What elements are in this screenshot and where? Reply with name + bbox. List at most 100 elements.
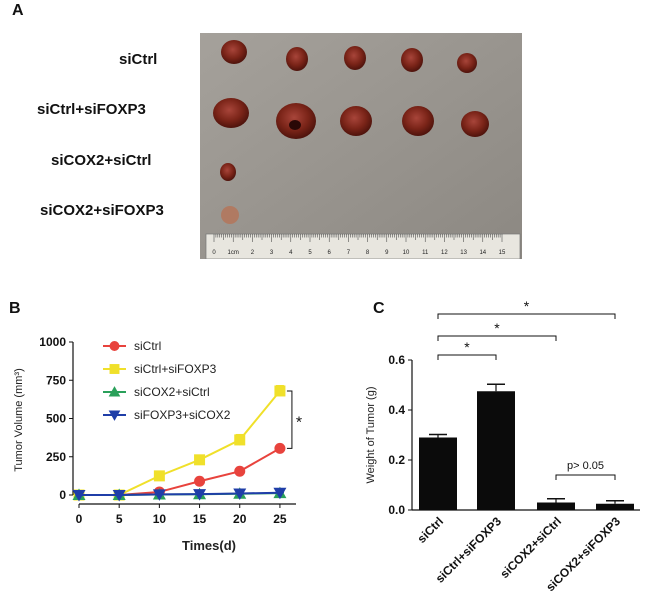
bar-3 [596, 503, 634, 510]
significance-bracket [437, 313, 616, 319]
data-point [194, 454, 206, 466]
group-label-sictrl-sifoxp3: siCtrl+siFOXP3 [37, 101, 146, 118]
y-tick-label: 0 [59, 488, 66, 502]
ruler-label: 10 [403, 250, 410, 256]
tumor-sictrl-1 [221, 40, 247, 64]
data-point [112, 490, 126, 502]
series-sifoxp3-sicox2 [72, 487, 287, 502]
data-point [109, 364, 120, 374]
tumor-sicox2-sictrl-1 [220, 163, 236, 181]
tumor-sictrl-sifoxp3-3 [340, 106, 372, 136]
series-sictrl-sifoxp3 [73, 385, 286, 501]
data-point [108, 386, 121, 397]
data-point [108, 410, 121, 421]
bar-0 [419, 437, 457, 510]
ruler-label: 11 [422, 250, 429, 256]
panel-c-letter: C [373, 300, 385, 317]
bar-1 [477, 391, 515, 510]
ruler: 0 1cm 2 3 4 5 6 7 8 9 10 11 12 13 14 15 [205, 233, 521, 259]
data-point [109, 341, 120, 351]
tumor-sictrl-5 [457, 53, 477, 73]
y-tick-label: 0.4 [388, 403, 405, 417]
y-tick-label: 1000 [39, 335, 66, 349]
group-label-sictrl: siCtrl [119, 51, 158, 68]
ruler-label: 2 [251, 250, 255, 256]
y-tick-label: 0.2 [388, 453, 405, 467]
x-tick-label: 10 [153, 512, 167, 526]
tumor-dark-spot [289, 120, 301, 130]
significance-bracket [437, 354, 497, 360]
data-point [234, 434, 246, 446]
data-point [193, 489, 207, 501]
significance-star: * [524, 298, 530, 314]
tumor-sictrl-4 [401, 48, 423, 72]
ruler-label: 15 [499, 250, 506, 256]
ruler-label: 8 [366, 250, 370, 256]
tumor-weight-chart: 0.00.20.40.6 ***p> 0.05 siCtrlsiCtrl+siF… [365, 298, 640, 592]
y-axis-label: Weight of Tumor (g) [365, 387, 377, 484]
group-label-sicox2-sictrl: siCOX2+siCtrl [51, 152, 152, 169]
data-point [274, 442, 286, 454]
ruler-label: 1cm [228, 250, 239, 256]
ruler-label: 7 [347, 250, 351, 256]
data-point [234, 465, 246, 477]
ruler-label: 6 [328, 250, 332, 256]
x-tick-label: 20 [233, 512, 247, 526]
significance-pvalue: p> 0.05 [567, 460, 604, 472]
tumor-sicox2-sifoxp3-1 [221, 206, 239, 224]
x-tick-label: siCtrl [415, 514, 447, 546]
y-axis-label: Tumor Volume (mm³) [13, 368, 25, 472]
panel-a-letter: A [12, 2, 24, 19]
series-line [79, 491, 280, 496]
y-tick-label: 500 [46, 412, 66, 426]
data-point [274, 385, 286, 397]
y-tick-label: 0.0 [388, 503, 405, 517]
significance-bracket [555, 474, 616, 480]
tumor-photo-image: 0 1cm 2 3 4 5 6 7 8 9 10 11 12 13 14 15 [200, 33, 522, 259]
x-axis-label: Times(d) [182, 538, 236, 553]
series-line [79, 390, 281, 496]
data-point [194, 475, 206, 487]
group-label-sicox2-sifoxp3: siCOX2+siFOXP3 [40, 202, 164, 219]
ruler-label: 5 [308, 250, 312, 256]
legend-label: siCOX2+siCtrl [134, 385, 210, 399]
panel-b-letter: B [9, 300, 21, 317]
data-point [72, 490, 86, 502]
ruler-label: 9 [385, 250, 389, 256]
x-tick-label: 5 [116, 512, 123, 526]
x-tick-label: 25 [273, 512, 287, 526]
tumor-photo: 0 1cm 2 3 4 5 6 7 8 9 10 11 12 13 14 15 [200, 33, 522, 259]
significance-star: * [494, 320, 500, 336]
x-tick-label: 0 [76, 512, 83, 526]
significance-bracket [437, 335, 557, 341]
data-point [153, 470, 165, 482]
significance-star: * [296, 415, 302, 432]
ruler-label: 4 [289, 250, 293, 256]
legend-label: siCtrl [134, 339, 161, 353]
ruler-label: 14 [479, 250, 486, 256]
data-point [233, 488, 247, 500]
ruler-label: 0 [212, 250, 216, 256]
ruler-label: 13 [460, 250, 467, 256]
significance-star: * [464, 339, 470, 355]
tumor-sictrl-sifoxp3-5 [461, 111, 489, 137]
significance-bracket [286, 390, 293, 449]
tumor-sictrl-2 [286, 47, 308, 71]
legend-label: siFOXP3+siCOX2 [134, 408, 231, 422]
tumor-sictrl-sifoxp3-1 [213, 98, 249, 128]
data-point [152, 489, 166, 501]
data-point [273, 487, 287, 500]
legend-label: siCtrl+siFOXP3 [134, 362, 217, 376]
y-tick-label: 0.6 [388, 353, 405, 367]
series-sictrl [73, 442, 286, 501]
x-tick-label: siCOX2+siCtrl [497, 514, 564, 581]
tumor-volume-chart: 0 250 500 750 1000 0 5 10 15 20 25 siCtrl siCtrl+si… [13, 335, 302, 553]
x-tick-label: 15 [193, 512, 207, 526]
tumor-sictrl-3 [344, 46, 366, 70]
y-tick-label: 250 [46, 450, 66, 464]
ruler-label: 12 [441, 250, 448, 256]
tumor-sictrl-sifoxp3-4 [402, 106, 434, 136]
y-tick-label: 750 [46, 373, 66, 387]
ruler-label: 3 [270, 250, 274, 256]
series-line [79, 447, 281, 496]
